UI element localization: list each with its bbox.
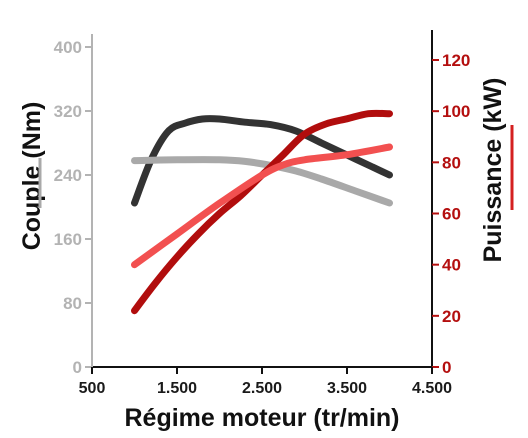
left-y-tick-label: 400 bbox=[54, 38, 82, 57]
right-y-tick-label: 120 bbox=[442, 51, 470, 70]
right-y-tick-label: 40 bbox=[442, 256, 461, 275]
x-tick-label: 4.500 bbox=[412, 380, 452, 397]
left-y-axis-title: Couple (Nm) bbox=[18, 102, 46, 251]
x-axis-title: Régime moteur (tr/min) bbox=[124, 404, 399, 432]
power-line-dark-red bbox=[131, 109, 393, 315]
x-ticks: 500 1.500 2.500 3.500 4.500 bbox=[79, 367, 452, 397]
torque-line-grey bbox=[131, 156, 393, 207]
left-y-tick-label: 160 bbox=[54, 230, 82, 249]
right-y-tick-label: 60 bbox=[442, 205, 461, 224]
right-y-ticks: 0 20 40 60 80 100 120 bbox=[432, 51, 470, 377]
x-tick-label: 2.500 bbox=[242, 380, 282, 397]
series-lines bbox=[131, 109, 393, 315]
x-tick-label: 3.500 bbox=[327, 380, 367, 397]
left-y-tick-label: 80 bbox=[63, 294, 82, 313]
x-tick-label: 1.500 bbox=[157, 380, 197, 397]
right-y-axis-title: Puissance (kW) bbox=[479, 78, 507, 263]
power-line-light-red bbox=[131, 143, 393, 269]
right-y-tick-label: 80 bbox=[442, 153, 461, 172]
left-y-tick-label: 0 bbox=[73, 358, 82, 377]
left-y-tick-label: 320 bbox=[54, 102, 82, 121]
right-y-tick-label: 100 bbox=[442, 102, 470, 121]
right-y-tick-label: 20 bbox=[442, 307, 461, 326]
left-y-ticks: 0 80 160 240 320 400 bbox=[54, 38, 92, 377]
left-y-tick-label: 240 bbox=[54, 166, 82, 185]
x-tick-label: 500 bbox=[79, 380, 106, 397]
right-y-tick-label: 0 bbox=[442, 358, 451, 377]
